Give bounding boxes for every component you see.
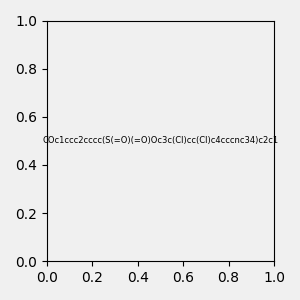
Text: COc1ccc2cccc(S(=O)(=O)Oc3c(Cl)cc(Cl)c4cccnc34)c2c1: COc1ccc2cccc(S(=O)(=O)Oc3c(Cl)cc(Cl)c4cc… — [42, 136, 278, 146]
